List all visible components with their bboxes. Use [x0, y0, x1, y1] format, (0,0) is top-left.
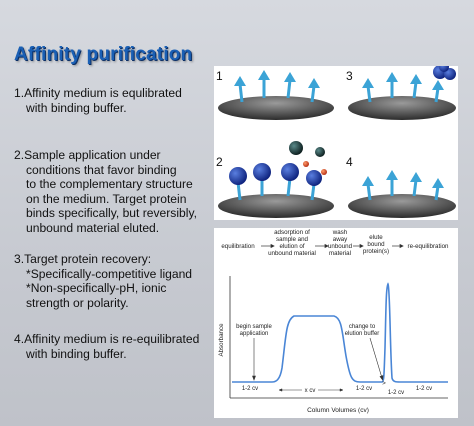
bullet-2-line-5: binds specifically, but reversibly, — [26, 206, 197, 221]
bullet-4-line-2: with binding buffer. — [26, 346, 127, 361]
cv-label-gt: > — [382, 381, 386, 387]
chromatogram-diagram: equilibration adsorption of sample and e… — [214, 228, 458, 418]
panel-1-medium — [218, 70, 334, 120]
stage-wash-3: unbound — [328, 243, 353, 250]
stage-wash-4: material — [329, 250, 351, 257]
annot-begin-1: begin sample — [236, 324, 272, 330]
bullet-3: 3.Target protein recovery: *Specifically… — [14, 252, 192, 310]
stage-equilibration: equilibration — [221, 243, 255, 250]
bullet-2-line-4: on the medium. Target protein — [26, 191, 187, 206]
cv-label-1: 1-2 cv — [242, 386, 258, 392]
bullet-1-line-2: with binding buffer. — [26, 100, 127, 115]
cv-label-3: 1-2 cv — [388, 390, 404, 396]
slide-title: Affinity purification — [14, 44, 193, 65]
stage-reequilibration: re-equilibration — [408, 243, 449, 250]
panel-3-number: 3 — [346, 69, 353, 83]
stage-wash-2: away — [333, 236, 348, 243]
bullet-2-line-1: 2.Sample application under — [14, 148, 161, 162]
stage-elute-1: elute — [369, 234, 383, 241]
bullet-3-line-1: 3.Target protein recovery: — [14, 252, 152, 266]
cv-label-4: 1-2 cv — [416, 386, 432, 392]
bullet-2-line-3: to the complementary structure — [26, 177, 193, 192]
x-axis-label: Column Volumes (cv) — [307, 407, 369, 414]
stage-wash-1: wash — [332, 229, 348, 236]
chart-axes — [229, 276, 448, 399]
annot-begin-2: application — [240, 331, 269, 337]
annot-change-2: elution buffer — [345, 331, 380, 337]
panel-2-medium — [218, 141, 334, 218]
bullet-4-line-1: 4.Affinity medium is re-equilibrated — [14, 332, 200, 346]
y-axis-label: Absorbance — [218, 323, 225, 357]
bullet-3-line-3: *Non-specifically-pH, ionic — [26, 281, 167, 296]
cv-label-x: x cv — [305, 388, 316, 394]
bullet-2: 2.Sample application under conditions th… — [14, 148, 197, 236]
bullet-1-line-1: 1.Affinity medium is equlibrated — [14, 86, 182, 100]
annot-change-1: change to — [349, 324, 376, 330]
panel-2-number: 2 — [216, 155, 223, 169]
chromatogram-svg: equilibration adsorption of sample and e… — [218, 229, 449, 414]
bullet-3-line-4: strength or polarity. — [26, 295, 129, 310]
stage-elute-3: protein(s) — [363, 248, 389, 255]
stage-adsorption-1: adsorption of — [274, 229, 310, 236]
stage-adsorption-4: unbound material — [268, 250, 316, 257]
panel-3-medium — [348, 62, 456, 120]
absorbance-curve — [232, 282, 448, 383]
bullet-2-line-6: unbound material eluted. — [26, 220, 160, 235]
stage-adsorption-3: elution of — [279, 243, 304, 250]
panel-1-number: 1 — [216, 69, 223, 83]
bullet-1: 1.Affinity medium is equlibrated with bi… — [14, 86, 182, 115]
cv-label-2: 1-2 cv — [356, 386, 372, 392]
bullet-4: 4.Affinity medium is re-equilibrated wit… — [14, 332, 199, 361]
stage-adsorption-2: sample and — [276, 236, 309, 243]
steps-illustration-svg: 1 3 — [216, 62, 456, 218]
bullet-2-line-2: conditions that favor binding — [26, 162, 177, 177]
steps-illustration: 1 3 — [214, 62, 458, 220]
stage-elute-2: bound — [367, 241, 385, 248]
panel-4-medium — [348, 170, 456, 218]
bullet-3-line-2: *Specifically-competitive ligand — [26, 266, 193, 281]
panel-4-number: 4 — [346, 155, 353, 169]
